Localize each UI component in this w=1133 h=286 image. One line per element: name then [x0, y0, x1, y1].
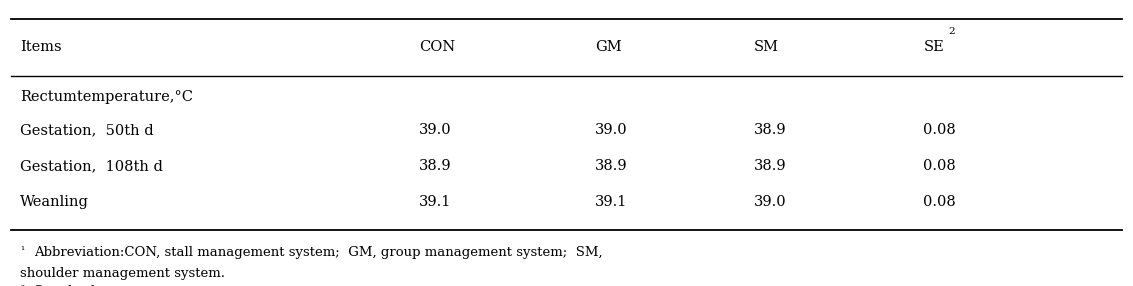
Text: 39.0: 39.0: [419, 123, 452, 137]
Text: 2: 2: [948, 27, 955, 36]
Text: ¹: ¹: [20, 246, 25, 255]
Text: Items: Items: [20, 40, 62, 54]
Text: Gestation,  50th d: Gestation, 50th d: [20, 123, 154, 137]
Text: 39.1: 39.1: [595, 195, 628, 208]
Text: Gestation,  108th d: Gestation, 108th d: [20, 159, 163, 173]
Text: 39.1: 39.1: [419, 195, 452, 208]
Text: 38.9: 38.9: [753, 123, 786, 137]
Text: Abbreviation:CON, stall management system;  GM, group management system;  SM,: Abbreviation:CON, stall management syste…: [34, 246, 603, 259]
Text: SM: SM: [753, 40, 778, 54]
Text: 38.9: 38.9: [753, 159, 786, 173]
Text: 0.08: 0.08: [923, 123, 956, 137]
Text: 38.9: 38.9: [419, 159, 452, 173]
Text: shoulder management system.: shoulder management system.: [20, 267, 225, 280]
Text: CON: CON: [419, 40, 455, 54]
Text: GM: GM: [595, 40, 621, 54]
Text: 0.08: 0.08: [923, 195, 956, 208]
Text: ²: ²: [20, 285, 25, 286]
Text: Rectumtemperature,°C: Rectumtemperature,°C: [20, 90, 194, 104]
Text: 0.08: 0.08: [923, 159, 956, 173]
Text: 39.0: 39.0: [595, 123, 628, 137]
Text: 38.9: 38.9: [595, 159, 628, 173]
Text: Weanling: Weanling: [20, 195, 90, 208]
Text: 39.0: 39.0: [753, 195, 786, 208]
Text: SE: SE: [923, 40, 944, 54]
Text: Standarderror.: Standarderror.: [34, 285, 134, 286]
